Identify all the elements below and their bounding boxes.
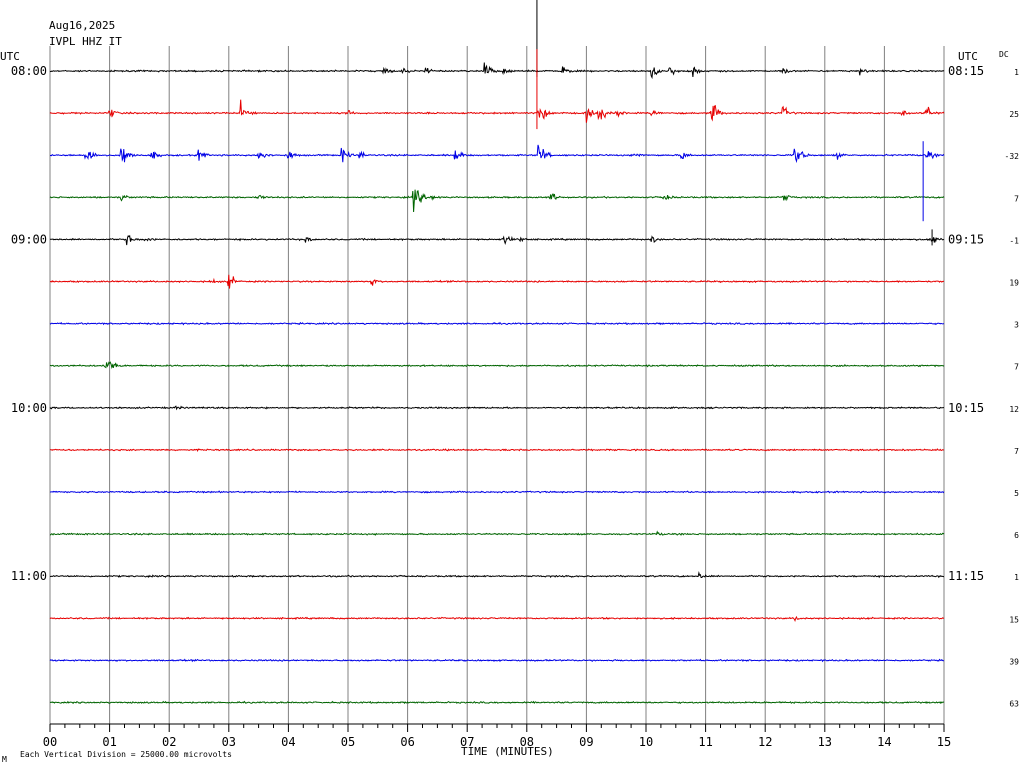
trace-line-1030 — [49, 490, 945, 494]
trace-dc-value: 12 — [1009, 405, 1019, 414]
trace-line-1130 — [49, 658, 945, 663]
trace-line-0830 — [50, 144, 945, 164]
scale-note: Each Vertical Division = 25000.00 microv… — [20, 750, 232, 759]
utc-left-label: UTC — [0, 50, 20, 63]
trace-line-0930 — [49, 321, 945, 326]
date-label: Aug16,2025 — [49, 19, 116, 32]
x-tick-label: 15 — [937, 735, 951, 749]
corner-mark: M — [2, 755, 7, 764]
trace-line-1015 — [49, 448, 945, 452]
trace-right-label: 08:15 — [948, 64, 984, 78]
trace-dc-value: 63 — [1009, 700, 1019, 709]
trace-dc-value: 1 — [1014, 573, 1019, 582]
x-tick-label: 13 — [818, 735, 832, 749]
trace-dc-value: 15 — [1009, 615, 1019, 624]
x-tick-label: 08 — [520, 735, 534, 749]
x-tick-label: 10 — [639, 735, 653, 749]
x-axis-label: TIME (MINUTES) — [461, 745, 554, 758]
trace-left-label: 10:00 — [11, 401, 47, 415]
x-tick-label: 04 — [281, 735, 295, 749]
x-tick-label: 12 — [758, 735, 772, 749]
trace-dc-value: 7 — [1014, 447, 1019, 456]
x-tick-label: 11 — [698, 735, 712, 749]
trace-line-0845 — [49, 189, 945, 213]
trace-right-label: 09:15 — [948, 232, 984, 246]
trace-dc-value: 19 — [1009, 279, 1019, 288]
trace-right-label: 10:15 — [948, 401, 984, 415]
trace-line-0800 — [49, 62, 945, 80]
trace-left-label: 11:00 — [11, 569, 47, 583]
trace-left-label: 08:00 — [11, 64, 47, 78]
trace-dc-value: -32 — [1005, 152, 1020, 161]
trace-dc-value: 25 — [1009, 110, 1019, 119]
trace-dc-value: 7 — [1014, 194, 1019, 203]
x-tick-label: 06 — [400, 735, 414, 749]
trace-dc-value: 1 — [1014, 68, 1019, 77]
trace-dc-value: 6 — [1014, 531, 1019, 540]
x-tick-label: 01 — [102, 735, 116, 749]
trace-line-1045 — [49, 530, 945, 536]
utc-right-label: UTC — [958, 50, 978, 63]
trace-dc-value: 5 — [1014, 489, 1019, 498]
trace-line-1115 — [49, 615, 945, 622]
dc-header-label: DC — [999, 50, 1009, 59]
trace-dc-value: 3 — [1014, 321, 1019, 330]
trace-line-1100 — [49, 571, 944, 579]
trace-left-label: 09:00 — [11, 232, 47, 246]
trace-line-0915 — [49, 274, 945, 289]
x-tick-label: 02 — [162, 735, 176, 749]
trace-dc-value: 7 — [1014, 363, 1019, 372]
x-tick-label: 14 — [877, 735, 891, 749]
trace-line-0945 — [49, 361, 945, 370]
station-label: IVPL HHZ IT — [49, 35, 122, 48]
x-tick-label: 09 — [579, 735, 593, 749]
trace-line-0815 — [49, 99, 945, 123]
x-tick-label: 05 — [341, 735, 355, 749]
x-tick-label: 03 — [222, 735, 236, 749]
trace-right-label: 11:15 — [948, 569, 984, 583]
trace-line-0900 — [49, 234, 945, 246]
x-tick-label: 00 — [43, 735, 57, 749]
trace-line-1000 — [49, 405, 944, 411]
trace-dc-value: -1 — [1009, 236, 1019, 245]
trace-line-1145 — [49, 700, 945, 705]
trace-dc-value: 39 — [1009, 657, 1019, 666]
x-tick-label: 07 — [460, 735, 474, 749]
